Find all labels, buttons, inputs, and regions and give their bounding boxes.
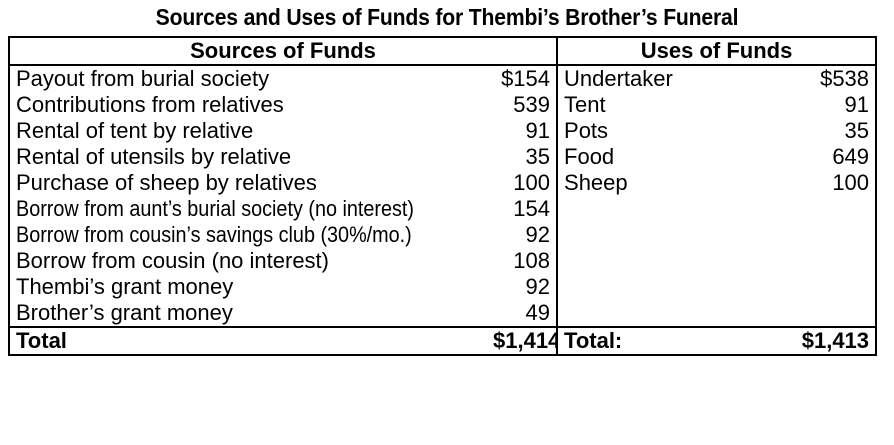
source-amount: 539	[487, 92, 559, 118]
sources-total-label: Total	[8, 326, 487, 356]
source-label: Purchase of sheep by relatives	[8, 170, 487, 196]
use-amount-empty	[762, 300, 878, 327]
use-amount-empty	[762, 222, 878, 248]
source-amount: 108	[487, 248, 559, 274]
source-label: Rental of tent by relative	[8, 118, 487, 144]
use-label-empty	[557, 248, 762, 274]
use-label-empty	[557, 196, 762, 222]
use-amount: 100	[762, 170, 878, 196]
source-amount: 49	[487, 300, 559, 327]
use-label: Food	[564, 144, 615, 169]
sources-total-amount: $1,414	[487, 326, 559, 356]
total-row: Total $1,414 Total: $1,413	[8, 326, 878, 356]
table-row: Contributions from relatives 539 Tent 91	[8, 92, 878, 118]
table-row: Rental of utensils by relative 35 Food 6…	[8, 144, 878, 170]
table-title: Sources and Uses of Funds for Thembi’s B…	[155, 4, 739, 30]
sources-header-label: Sources of Funds	[190, 38, 376, 63]
use-label-empty	[557, 274, 762, 300]
header-row: Sources of Funds Uses of Funds	[7, 36, 878, 66]
source-label: Borrow from cousin (no interest)	[8, 248, 487, 274]
use-amount: $538	[762, 65, 878, 92]
use-label-empty	[557, 222, 762, 248]
source-label: Borrow from aunt’s burial society (no in…	[8, 196, 487, 222]
table-row: Rental of tent by relative 91 Pots 35	[8, 118, 878, 144]
table-row: Payout from burial society $154 Undertak…	[8, 65, 878, 92]
uses-total-amount: $1,413	[762, 326, 878, 356]
table-row: Borrow from aunt’s burial society (no in…	[8, 196, 878, 222]
source-amount: 100	[487, 170, 559, 196]
source-label: Brother’s grant money	[8, 300, 487, 327]
source-label-text: Borrow from aunt’s burial society (no in…	[16, 196, 414, 221]
use-amount-empty	[762, 248, 878, 274]
use-amount: 91	[762, 92, 878, 118]
funds-table: Sources of Funds Uses of Funds Payout fr…	[7, 36, 878, 356]
source-label: Thembi’s grant money	[8, 274, 487, 300]
source-amount: 35	[487, 144, 559, 170]
use-label: Undertaker	[564, 66, 673, 91]
source-label-text: Borrow from cousin’s savings club (30%/m…	[16, 222, 412, 247]
source-label: Contributions from relatives	[8, 92, 487, 118]
source-label: Payout from burial society	[8, 65, 487, 92]
source-amount: 154	[487, 196, 559, 222]
uses-header: Uses of Funds	[557, 36, 878, 66]
use-amount: 649	[762, 144, 878, 170]
sources-header: Sources of Funds	[7, 36, 559, 66]
source-amount: 92	[487, 222, 559, 248]
use-amount-empty	[762, 196, 878, 222]
use-label-empty	[557, 300, 762, 327]
table-row: Brother’s grant money 49	[8, 300, 878, 327]
use-amount-empty	[762, 274, 878, 300]
use-amount: 35	[762, 118, 878, 144]
source-label: Borrow from cousin’s savings club (30%/m…	[8, 222, 487, 248]
table-row: Thembi’s grant money 92	[8, 274, 878, 300]
source-label: Rental of utensils by relative	[8, 144, 487, 170]
use-label: Pots	[564, 118, 609, 143]
source-amount: 91	[487, 118, 559, 144]
table-row: Borrow from cousin (no interest) 108	[8, 248, 878, 274]
use-label: Tent	[564, 92, 606, 117]
source-amount: 92	[487, 274, 559, 300]
uses-header-label: Uses of Funds	[640, 38, 793, 63]
use-label: Sheep	[564, 170, 628, 195]
table-row: Purchase of sheep by relatives 100 Sheep…	[8, 170, 878, 196]
source-amount: $154	[487, 65, 559, 92]
uses-total-label: Total:	[557, 326, 763, 356]
table-row: Borrow from cousin’s savings club (30%/m…	[8, 222, 878, 248]
